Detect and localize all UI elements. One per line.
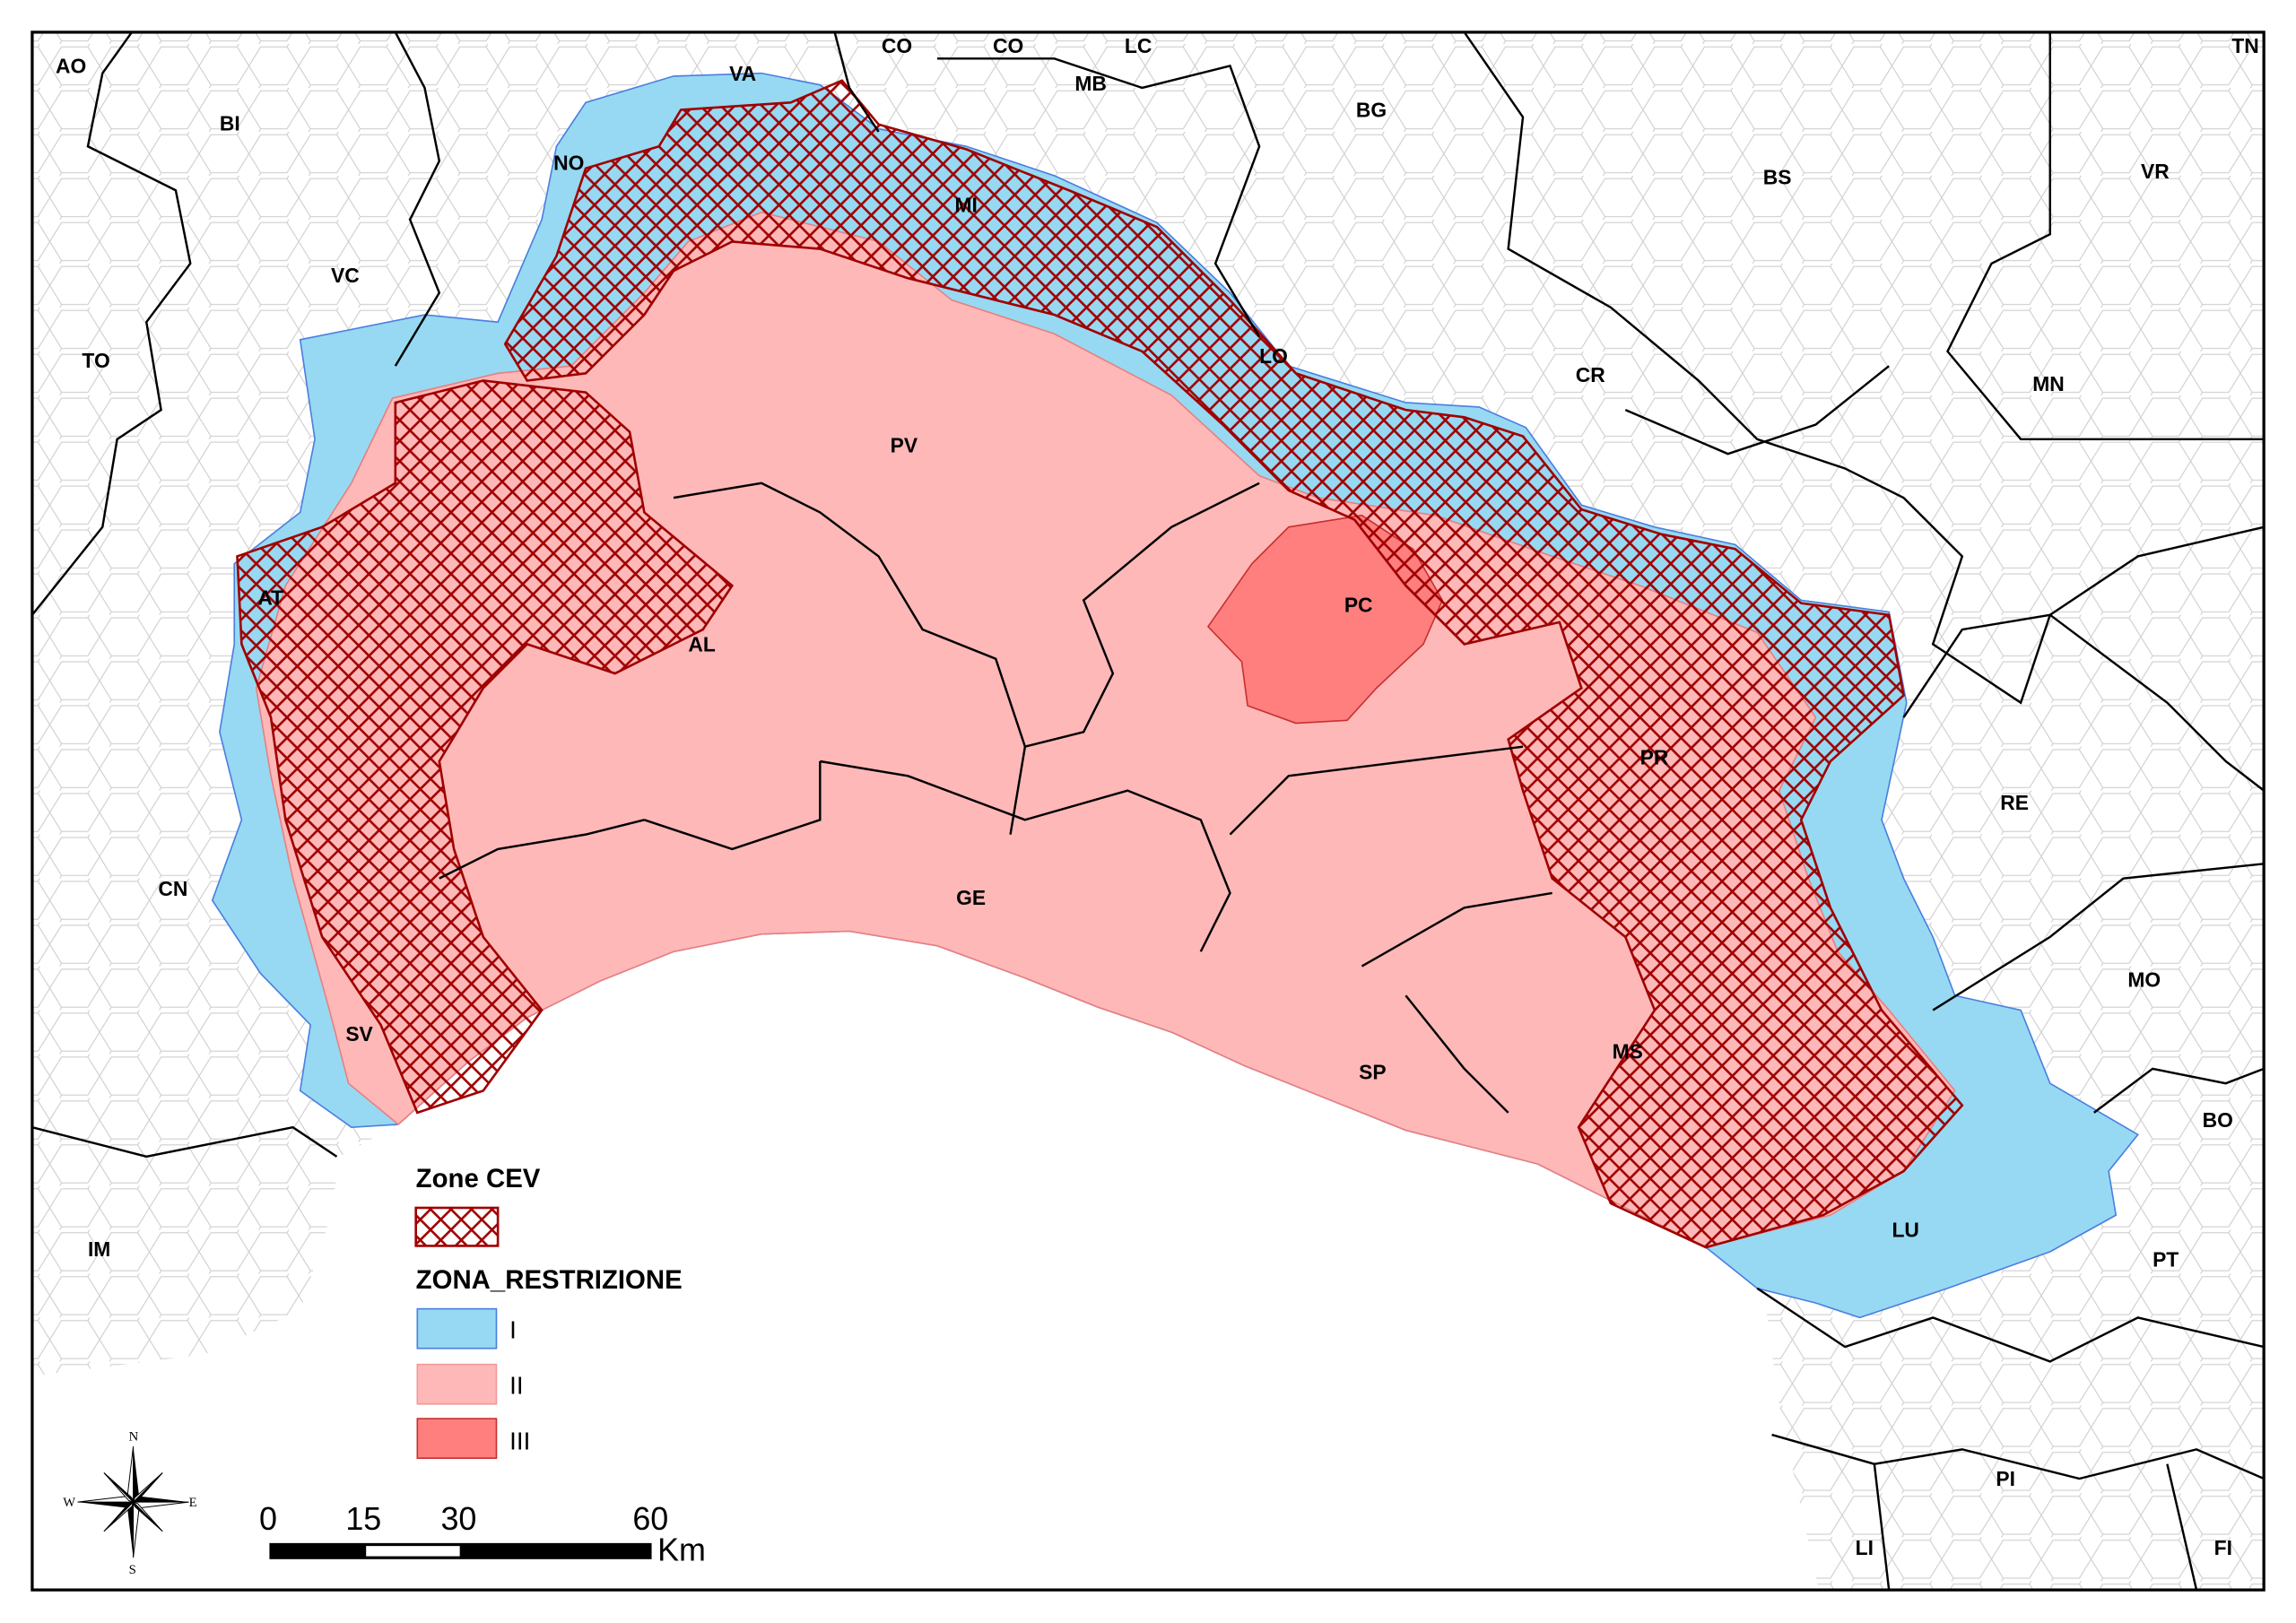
label-fi: FI — [2214, 1536, 2232, 1559]
label-co-2: CO — [993, 34, 1023, 57]
label-no: NO — [553, 151, 584, 174]
label-li: LI — [1856, 1536, 1874, 1559]
compass-w: W — [63, 1496, 75, 1510]
cev-zone-north-east — [503, 79, 1964, 1249]
province-labels: AO BI VC TO NO VA CO CO LC MB BG TN BS V… — [56, 34, 2259, 1559]
label-mi: MI — [955, 194, 978, 217]
label-ge: GE — [956, 886, 986, 909]
compass-n: N — [129, 1430, 139, 1445]
map-frame — [30, 30, 2266, 1592]
scale-bar: 0 15 30 60 Km — [259, 1500, 706, 1567]
scale-tick-30: 30 — [440, 1500, 476, 1537]
label-mo: MO — [2127, 968, 2161, 991]
label-pr: PR — [1640, 745, 1669, 768]
label-re: RE — [2000, 791, 2029, 814]
label-im: IM — [88, 1237, 110, 1261]
label-vr: VR — [2141, 160, 2170, 183]
label-ao: AO — [56, 55, 86, 78]
scale-tick-0: 0 — [259, 1500, 277, 1537]
label-mb: MB — [1074, 72, 1107, 95]
province-borders — [30, 31, 2265, 1591]
label-lc: LC — [1125, 34, 1152, 57]
label-va: VA — [729, 62, 756, 85]
label-pi: PI — [1996, 1467, 2015, 1490]
label-bi: BI — [220, 111, 240, 135]
north-arrow-compass-rose-icon: N S E W — [63, 1430, 196, 1578]
scale-unit: Km — [657, 1531, 706, 1567]
label-ms: MS — [1613, 1039, 1643, 1063]
label-pv: PV — [891, 434, 918, 457]
compass-s: S — [129, 1563, 136, 1577]
legend-cev-title: Zone CEV — [416, 1164, 541, 1193]
legend-label-III: III — [509, 1427, 530, 1454]
label-bg: BG — [1356, 99, 1387, 122]
label-mn: MN — [2032, 372, 2065, 395]
label-to: TO — [82, 349, 109, 372]
legend: Zone CEV ZONA_RESTRIZIONE I II III — [414, 1164, 683, 1459]
label-sp: SP — [1359, 1060, 1386, 1083]
label-cr: CR — [1576, 363, 1605, 386]
label-cn: CN — [158, 877, 187, 900]
label-al: AL — [688, 633, 715, 656]
red-fill-swatch — [416, 1418, 498, 1459]
zone-III-area — [1206, 514, 1444, 725]
label-co-1: CO — [882, 34, 912, 57]
compass-e: E — [189, 1496, 197, 1510]
label-sv: SV — [345, 1022, 373, 1046]
label-tn: TN — [2231, 34, 2258, 57]
label-at: AT — [257, 586, 283, 609]
label-vc: VC — [331, 264, 360, 287]
label-pt: PT — [2152, 1247, 2179, 1271]
light-pink-fill-swatch — [416, 1363, 498, 1405]
cev-hatch-swatch — [414, 1206, 500, 1247]
legend-label-II: II — [509, 1371, 523, 1399]
cev-zone-west — [236, 379, 735, 1115]
legend-restriction-title: ZONA_RESTRIZIONE — [416, 1265, 683, 1295]
legend-label-I: I — [509, 1315, 517, 1343]
scale-tick-15: 15 — [345, 1500, 381, 1537]
label-lu: LU — [1892, 1219, 1918, 1242]
label-bs: BS — [1763, 166, 1792, 189]
label-bo: BO — [2203, 1108, 2233, 1132]
scale-tick-60: 60 — [632, 1500, 668, 1537]
label-lo: LO — [1259, 344, 1288, 368]
blue-fill-swatch — [416, 1307, 498, 1350]
label-pc: PC — [1344, 593, 1373, 616]
